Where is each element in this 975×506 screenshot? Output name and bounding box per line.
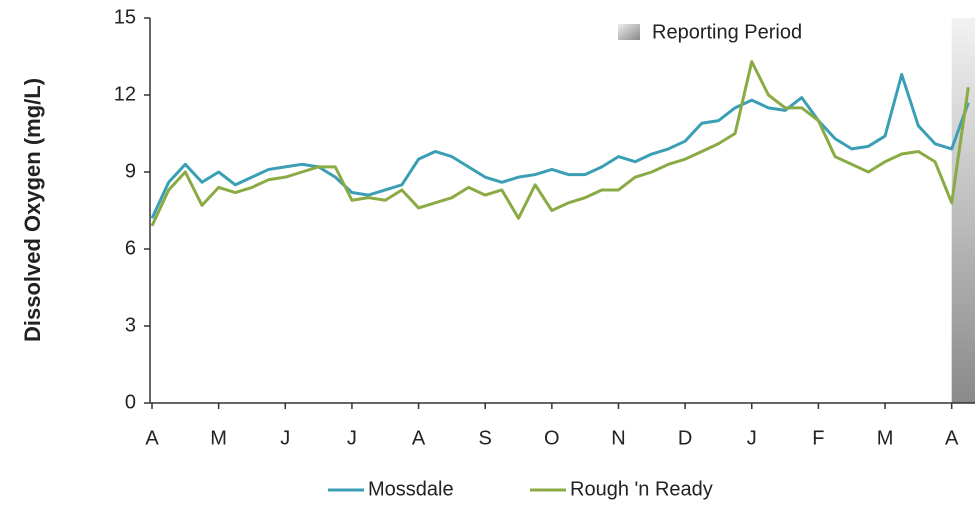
x-tick-label: M — [210, 427, 227, 449]
x-tick-label: M — [877, 427, 894, 449]
x-tick-label: J — [280, 427, 290, 449]
y-tick-label: 0 — [125, 391, 136, 413]
x-tick-label: O — [544, 427, 560, 449]
y-tick-label: 6 — [125, 237, 136, 259]
y-axis-title: Dissolved Oxygen (mg/L) — [20, 78, 45, 342]
x-tick-label: A — [145, 427, 159, 449]
x-tick-label: A — [945, 427, 959, 449]
x-tick-label: J — [747, 427, 757, 449]
x-tick-label: D — [678, 427, 692, 449]
x-tick-label: S — [479, 427, 492, 449]
series-line — [150, 72, 970, 219]
reporting-period-key — [618, 24, 640, 40]
legend-label: Mossdale — [368, 478, 454, 500]
series-line — [150, 60, 970, 227]
x-tick-label: N — [611, 427, 625, 449]
legend-label: Rough 'n Ready — [570, 478, 713, 500]
x-tick-label: F — [812, 427, 824, 449]
reporting-period-label: Reporting Period — [652, 21, 802, 43]
x-tick-label: J — [347, 427, 357, 449]
y-tick-label: 3 — [125, 314, 136, 336]
y-tick-label: 12 — [114, 83, 136, 105]
x-tick-label: A — [412, 427, 426, 449]
y-tick-label: 9 — [125, 160, 136, 182]
reporting-period-band — [951, 18, 975, 403]
y-tick-label: 15 — [114, 6, 136, 28]
